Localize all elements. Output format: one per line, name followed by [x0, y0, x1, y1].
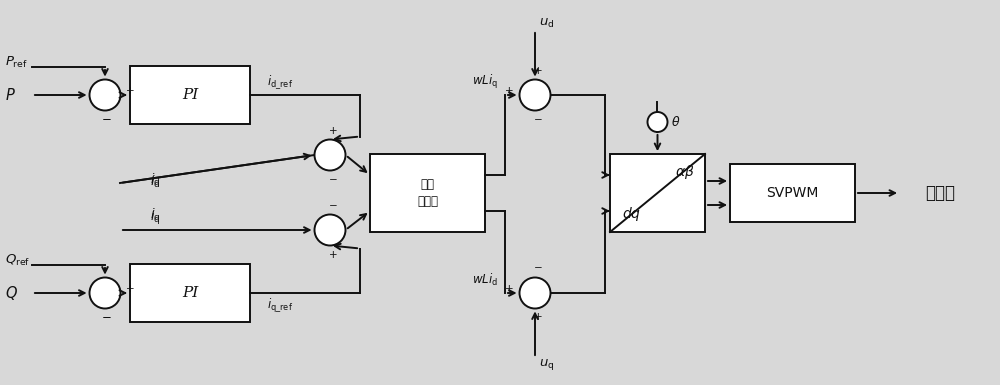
Text: 变流器: 变流器: [925, 184, 955, 202]
Circle shape: [314, 214, 346, 246]
Text: $i_{\mathrm{d}}$: $i_{\mathrm{d}}$: [150, 172, 160, 188]
Circle shape: [90, 278, 120, 308]
Text: $i_{\mathrm{d}}$: $i_{\mathrm{d}}$: [150, 174, 160, 190]
Text: +: +: [329, 249, 337, 259]
Text: −: −: [329, 174, 337, 184]
Text: PI: PI: [182, 286, 198, 300]
Circle shape: [90, 79, 120, 110]
Text: $P$: $P$: [5, 87, 16, 103]
Text: −: −: [329, 201, 337, 211]
Text: +: +: [126, 284, 134, 294]
Text: $\alpha\beta$: $\alpha\beta$: [675, 163, 695, 181]
Text: $wLi_{\mathrm{q}}$: $wLi_{\mathrm{q}}$: [472, 73, 498, 91]
Text: SVPWM: SVPWM: [766, 186, 819, 200]
Text: −: −: [102, 311, 112, 324]
Text: $i_{\mathrm{q}}$: $i_{\mathrm{q}}$: [150, 207, 160, 225]
Text: $\theta$: $\theta$: [671, 115, 680, 129]
Text: $u_{\mathrm{q}}$: $u_{\mathrm{q}}$: [539, 358, 555, 373]
Text: $Q_{\mathrm{ref}}$: $Q_{\mathrm{ref}}$: [5, 253, 30, 268]
Text: $u_{\mathrm{d}}$: $u_{\mathrm{d}}$: [539, 17, 555, 30]
Circle shape: [314, 139, 346, 171]
Bar: [130, 264, 250, 322]
Text: $Q$: $Q$: [5, 284, 18, 302]
Circle shape: [520, 79, 550, 110]
Text: $i_{\mathrm{q\_ref}}$: $i_{\mathrm{q\_ref}}$: [267, 297, 293, 315]
Text: −: −: [534, 114, 542, 124]
Bar: [370, 154, 485, 232]
Text: −: −: [102, 113, 112, 126]
Text: +: +: [505, 86, 514, 96]
Text: PI: PI: [182, 88, 198, 102]
Text: +: +: [534, 65, 542, 75]
Bar: [610, 154, 705, 232]
Text: 电流
调节器: 电流 调节器: [417, 178, 438, 208]
Text: $wLi_{\mathrm{d}}$: $wLi_{\mathrm{d}}$: [472, 272, 498, 288]
Text: +: +: [126, 86, 134, 96]
Bar: [130, 66, 250, 124]
Circle shape: [647, 112, 667, 132]
Text: +: +: [505, 284, 514, 294]
Text: $dq$: $dq$: [622, 205, 642, 223]
Text: −: −: [534, 263, 542, 273]
Text: $P_{\mathrm{ref}}$: $P_{\mathrm{ref}}$: [5, 54, 28, 70]
Text: $i_{\mathrm{d\_ref}}$: $i_{\mathrm{d\_ref}}$: [267, 73, 293, 91]
Circle shape: [520, 278, 550, 308]
Bar: [730, 164, 855, 222]
Text: +: +: [534, 313, 542, 323]
Text: +: +: [329, 126, 337, 136]
Text: $i_{\mathrm{q}}$: $i_{\mathrm{q}}$: [150, 209, 160, 227]
